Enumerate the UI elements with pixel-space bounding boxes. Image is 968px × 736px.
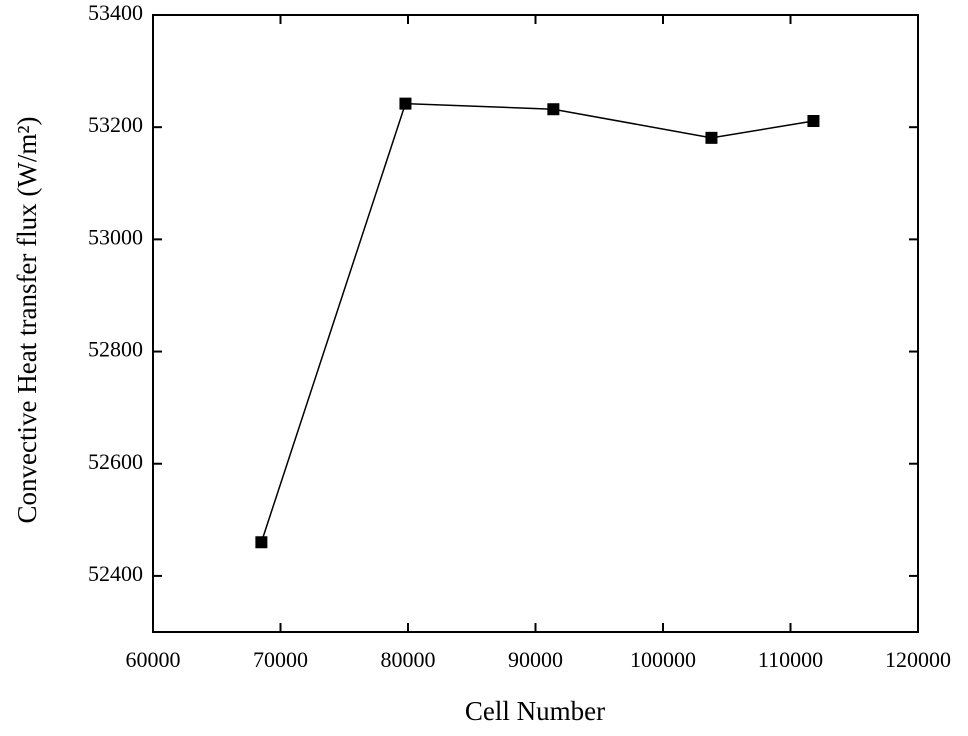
y-tick-label: 53200 [88, 112, 143, 137]
x-axis-title: Cell Number [465, 696, 605, 726]
y-tick-label: 53000 [88, 224, 143, 249]
x-tick-label: 70000 [253, 647, 308, 672]
plot-frame [152, 14, 919, 633]
line [260, 102, 814, 543]
y-tick-label: 52400 [88, 561, 143, 586]
x-tick-label: 60000 [126, 647, 181, 672]
marker [807, 115, 820, 128]
x-tick-label: 80000 [381, 647, 436, 672]
x-tick-label: 100000 [630, 647, 696, 672]
y-tick-label: 52800 [88, 337, 143, 362]
x-tick-label: 90000 [508, 647, 563, 672]
y-axis-title: Convective Heat transfer flux (W/m²) [12, 117, 42, 524]
y-tick-label: 52600 [88, 449, 143, 474]
marker [255, 536, 268, 549]
marker [399, 97, 412, 110]
y-tick-label: 53400 [88, 0, 143, 25]
marker [705, 131, 718, 144]
x-tick-label: 120000 [885, 647, 951, 672]
x-tick-label: 110000 [758, 647, 823, 672]
marker [547, 103, 560, 116]
